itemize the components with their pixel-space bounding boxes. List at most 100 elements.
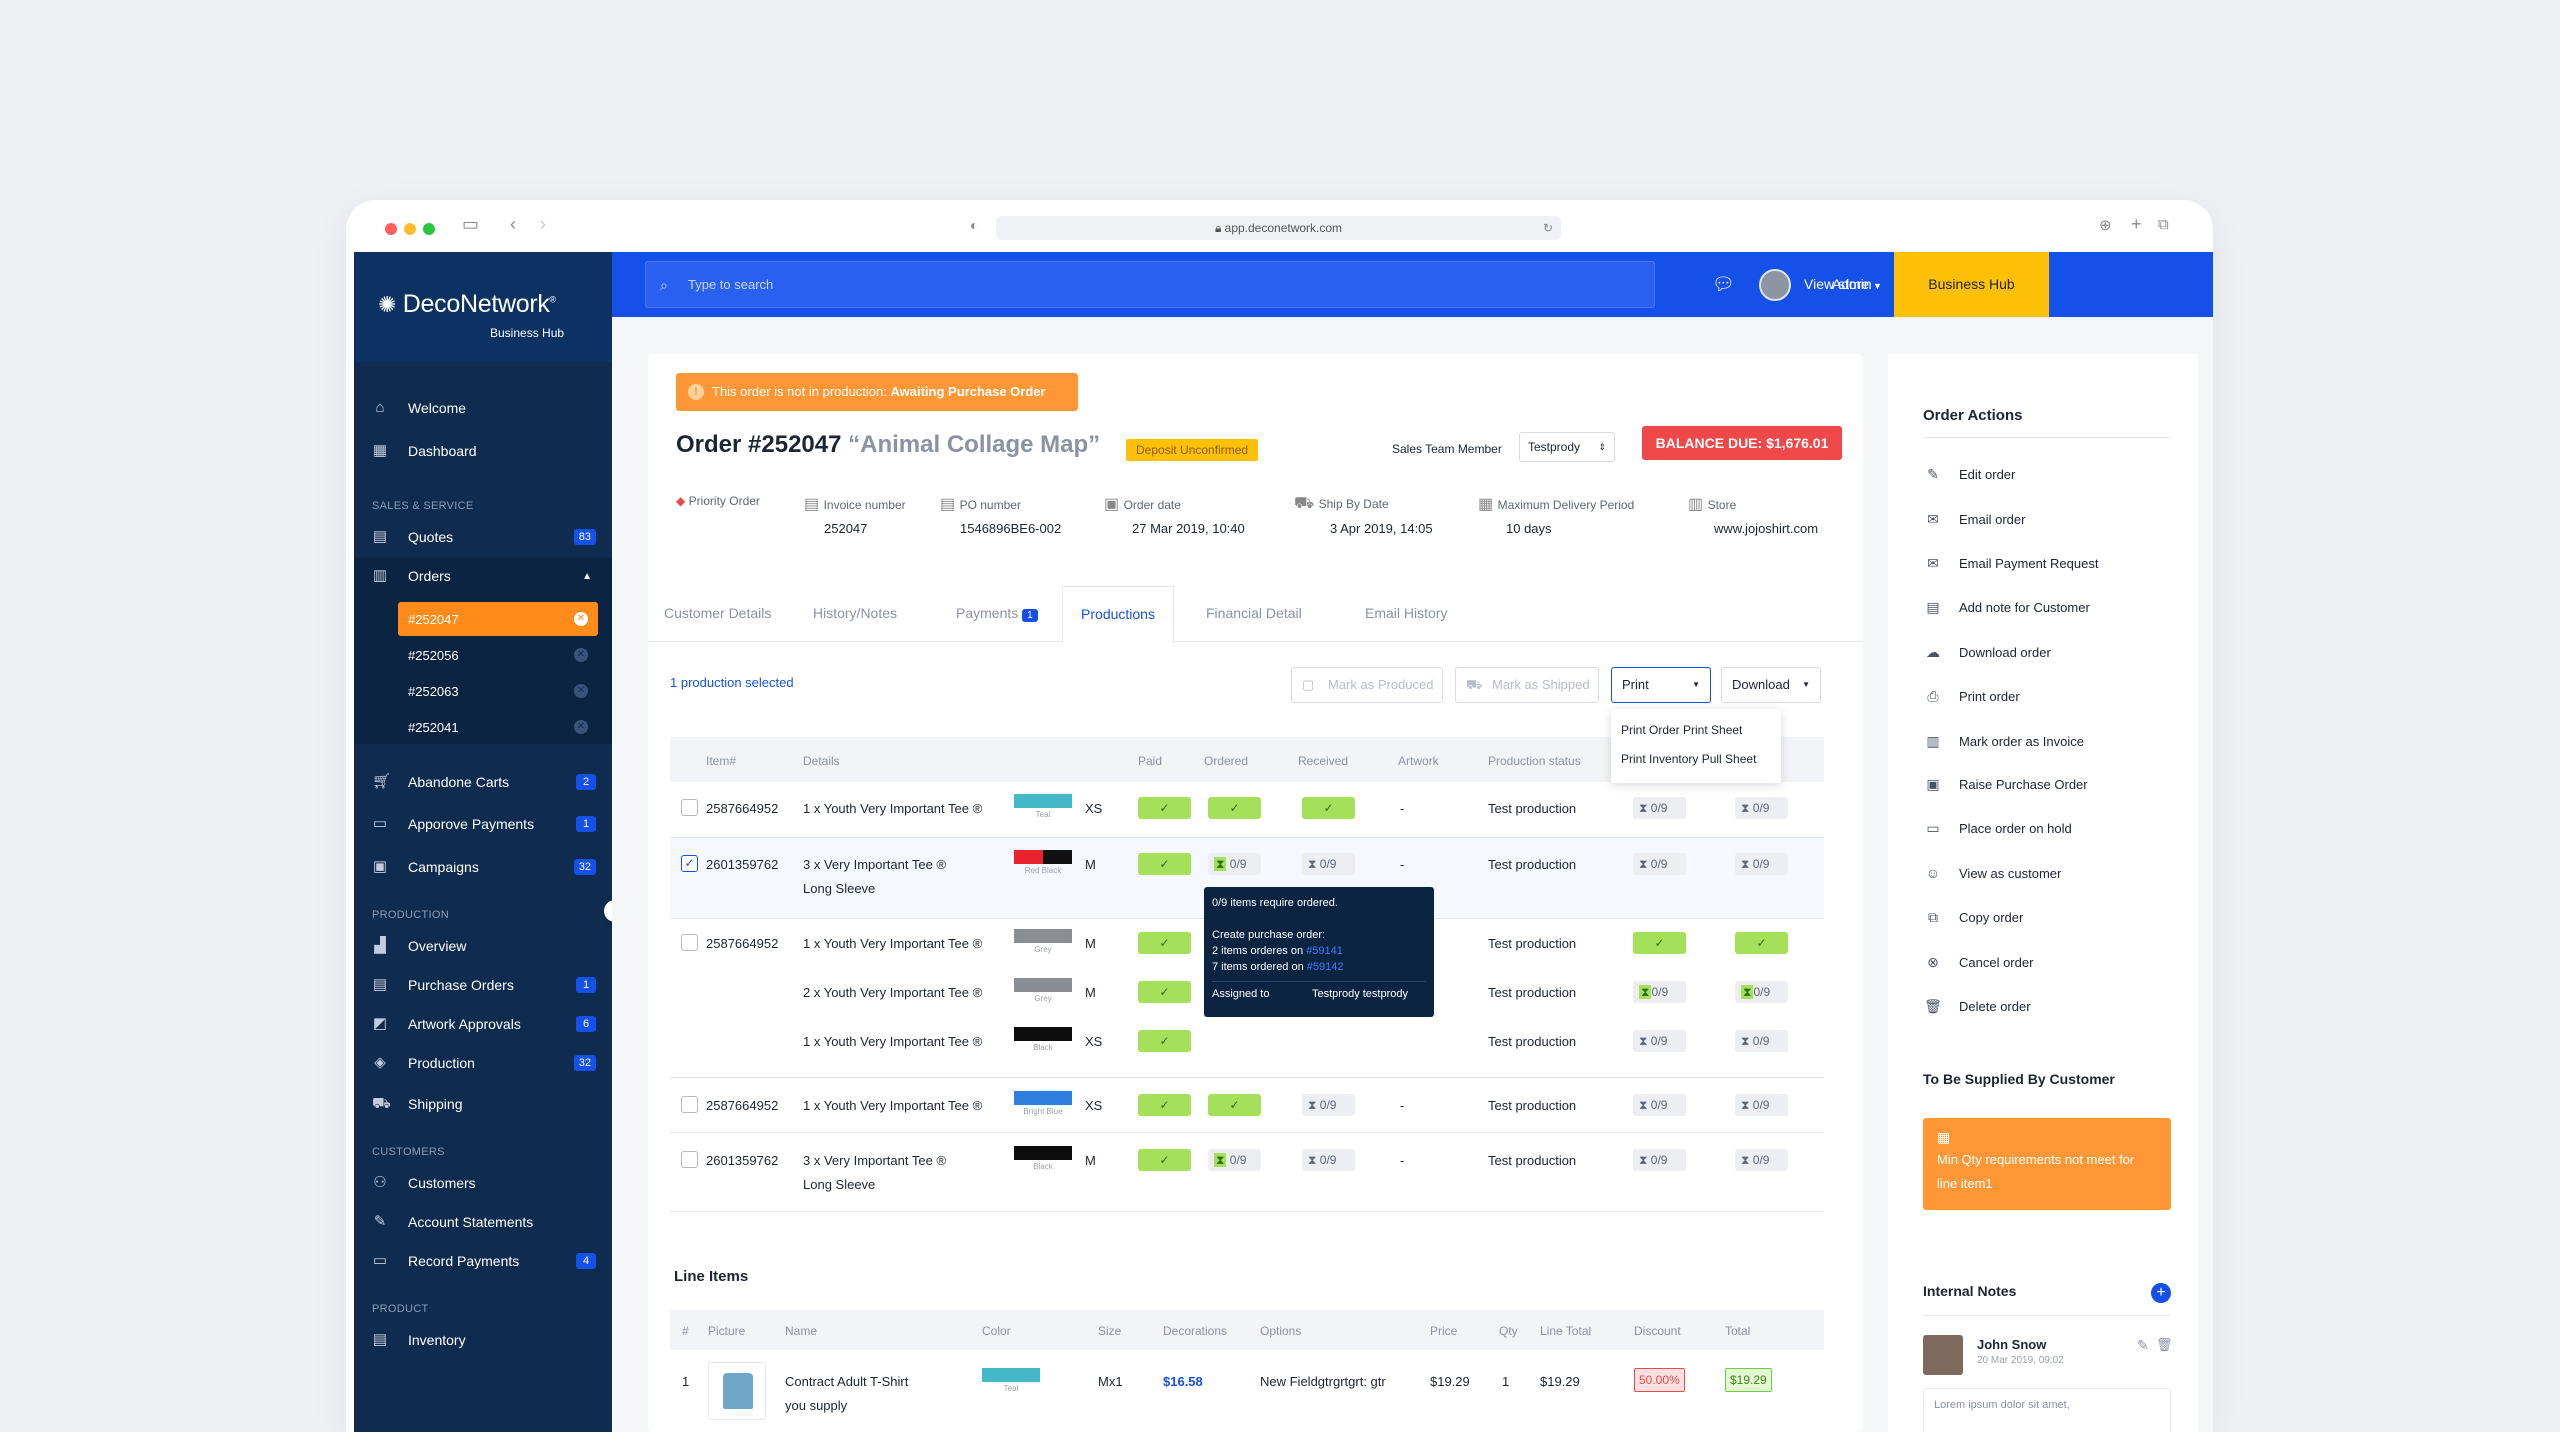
tab-email-history[interactable]: Email History bbox=[1365, 605, 1448, 621]
sidebar-item-customers[interactable]: ⚇ Customers bbox=[354, 1165, 612, 1201]
ordered-status[interactable]: ✓ bbox=[1208, 1094, 1261, 1116]
avatar[interactable] bbox=[1759, 269, 1791, 301]
sidebar-item-overview[interactable]: ▟ Overview bbox=[354, 928, 612, 964]
progress-pill[interactable]: ⧗ 0/9 bbox=[1735, 797, 1788, 819]
action-raise-po[interactable]: ▣ Raise Purchase Order bbox=[1923, 776, 2087, 793]
sidebar-item-abandoned[interactable]: 🛒︎ Abandone Carts 2 bbox=[354, 764, 612, 800]
product-picture[interactable] bbox=[708, 1362, 766, 1420]
tab-customer-details[interactable]: Customer Details bbox=[664, 605, 772, 621]
back-icon[interactable]: ‹ bbox=[510, 214, 516, 234]
received-progress[interactable]: ⧗ 0/9 bbox=[1302, 853, 1355, 875]
progress-pill[interactable]: ⧗ 0/9 bbox=[1735, 981, 1788, 1003]
tab-productions[interactable]: Productions bbox=[1062, 586, 1174, 643]
progress-pill[interactable]: ⧗ 0/9 bbox=[1735, 1030, 1788, 1052]
progress-complete[interactable]: ✓ bbox=[1633, 932, 1686, 954]
sales-select[interactable]: Testprody ⇕ bbox=[1519, 432, 1615, 462]
close-icon[interactable]: ✕ bbox=[574, 612, 588, 626]
forward-icon[interactable]: › bbox=[540, 214, 546, 234]
action-mark-invoice[interactable]: ▥ Mark order as Invoice bbox=[1923, 733, 2084, 750]
sidebar-item-campaigns[interactable]: ▣ Campaigns 32 bbox=[354, 849, 612, 885]
progress-pill[interactable]: ⧗ 0/9 bbox=[1735, 1094, 1788, 1116]
logo[interactable]: ✺ DecoNetwork® bbox=[378, 290, 556, 318]
mark-shipped-button[interactable]: ⛟ Mark as Shipped bbox=[1455, 667, 1599, 703]
action-email-order[interactable]: ✉ Email order bbox=[1923, 511, 2025, 528]
tab-financial-detail[interactable]: Financial Detail bbox=[1206, 605, 1302, 621]
progress-pill[interactable]: ⧗ 0/9 bbox=[1633, 981, 1686, 1003]
close-icon[interactable]: ✕ bbox=[574, 648, 588, 662]
sidebar-item-record-payments[interactable]: ▭ Record Payments 4 bbox=[354, 1243, 612, 1279]
ordered-status[interactable]: ✓ bbox=[1208, 797, 1261, 819]
print-menu-item[interactable]: Print Order Print Sheet bbox=[1621, 723, 1743, 737]
print-dropdown[interactable]: Print ▼ bbox=[1611, 667, 1711, 703]
business-hub-button[interactable]: Business Hub bbox=[1894, 252, 2049, 317]
sidebar-item-welcome[interactable]: ⌂ Welcome bbox=[354, 390, 612, 426]
pencil-icon[interactable]: ✎ bbox=[2137, 1337, 2149, 1353]
download-icon[interactable]: ⊕ bbox=[2099, 217, 2112, 234]
sidebar-order-252056[interactable]: #252056 ✕ bbox=[398, 638, 598, 672]
row-checkbox-checked[interactable]: ✓ bbox=[681, 855, 698, 872]
sidebar-item-approve[interactable]: ▭ Apporove Payments 1 bbox=[354, 806, 612, 842]
po-link[interactable]: #59142 bbox=[1306, 961, 1344, 973]
sidebar-item-purchase-orders[interactable]: ▤ Purchase Orders 1 bbox=[354, 967, 612, 1003]
received-progress[interactable]: ⧗ 0/9 bbox=[1302, 1149, 1355, 1171]
received-progress[interactable]: ⧗ 0/9 bbox=[1302, 1094, 1355, 1116]
sidebar-item-shipping[interactable]: ⛟ Shipping bbox=[354, 1086, 612, 1122]
maximize-dot[interactable] bbox=[423, 223, 435, 235]
product-name[interactable]: Contract Adult T-Shirt bbox=[785, 1374, 909, 1389]
tab-history-notes[interactable]: History/Notes bbox=[813, 605, 898, 621]
sidebar-item-artwork[interactable]: ◩ Artwork Approvals 6 bbox=[354, 1006, 612, 1042]
action-print-order[interactable]: ⎙ Print order bbox=[1923, 688, 2019, 705]
add-note-icon[interactable]: + bbox=[2151, 1283, 2171, 1303]
new-tab-icon[interactable]: + bbox=[2131, 214, 2142, 234]
action-view-customer[interactable]: ☺ View as customer bbox=[1923, 865, 2062, 881]
sidebar-order-252047[interactable]: #252047 ✕ bbox=[398, 602, 598, 636]
minimize-dot[interactable] bbox=[404, 223, 416, 235]
progress-complete[interactable]: ✓ bbox=[1735, 932, 1788, 954]
sidebar-item-orders[interactable]: ▥ Orders ▲ bbox=[354, 558, 612, 594]
action-add-note[interactable]: ▤ Add note for Customer bbox=[1923, 599, 2089, 616]
progress-pill[interactable]: ⧗ 0/9 bbox=[1633, 797, 1686, 819]
sidebar-item-statements[interactable]: ✎ Account Statements bbox=[354, 1204, 612, 1240]
sidebar-item-quotes[interactable]: ▤ Quotes 83 bbox=[354, 519, 612, 555]
action-delete-order[interactable]: 🗑︎ Delete order bbox=[1923, 998, 2030, 1015]
action-edit-order[interactable]: ✎ Edit order bbox=[1923, 466, 2015, 483]
action-download-order[interactable]: ☁ Download order bbox=[1923, 644, 2051, 661]
close-icon[interactable]: ✕ bbox=[574, 720, 588, 734]
print-menu-item[interactable]: Print Inventory Pull Sheet bbox=[1621, 752, 1757, 766]
po-link[interactable]: #59141 bbox=[1306, 945, 1343, 957]
progress-pill[interactable]: ⧗ 0/9 bbox=[1735, 1149, 1788, 1171]
action-email-payment[interactable]: ✉ Email Payment Request bbox=[1923, 555, 2098, 572]
admin-link[interactable]: Admin bbox=[1832, 252, 1872, 317]
progress-pill[interactable]: ⧗ 0/9 bbox=[1633, 1094, 1686, 1116]
progress-pill[interactable]: ⧗ 0/9 bbox=[1633, 853, 1686, 875]
trash-icon[interactable]: 🗑︎ bbox=[2156, 1337, 2173, 1352]
decorations-link[interactable]: $16.58 bbox=[1163, 1374, 1203, 1389]
row-checkbox[interactable] bbox=[681, 1096, 698, 1113]
reload-icon[interactable]: ↻ bbox=[1542, 221, 1553, 235]
progress-pill[interactable]: ⧗ 0/9 bbox=[1735, 853, 1788, 875]
sidebar-toggle-icon[interactable]: ▭ bbox=[462, 214, 480, 234]
sidebar-item-production[interactable]: ◈ Production 32 bbox=[354, 1045, 612, 1081]
search-input[interactable]: ⌕ Type to search bbox=[645, 261, 1655, 308]
ordered-progress[interactable]: ⧗ 0/9 bbox=[1208, 1149, 1261, 1171]
action-hold[interactable]: ▭ Place order on hold bbox=[1923, 820, 2071, 837]
tab-payments[interactable]: Payments 1 bbox=[956, 586, 1038, 641]
mark-produced-button[interactable]: ▢ Mark as Produced bbox=[1291, 667, 1443, 703]
balance-due[interactable]: BALANCE DUE: $1,676.01 bbox=[1642, 426, 1842, 460]
sidebar-item-inventory[interactable]: ▤ Inventory bbox=[354, 1322, 612, 1358]
sidebar-order-252041[interactable]: #252041 ✕ bbox=[398, 710, 598, 744]
sidebar-item-dashboard[interactable]: ▦ Dashboard bbox=[354, 433, 612, 469]
row-checkbox[interactable] bbox=[681, 799, 698, 816]
ordered-progress[interactable]: ⧗ 0/9 bbox=[1208, 853, 1261, 875]
progress-pill[interactable]: ⧗ 0/9 bbox=[1633, 1149, 1686, 1171]
action-cancel-order[interactable]: ⊗ Cancel order bbox=[1923, 954, 2033, 971]
download-dropdown[interactable]: Download ▼ bbox=[1721, 667, 1821, 703]
tabs-icon[interactable]: ⧉ bbox=[2158, 216, 2169, 233]
progress-pill[interactable]: ⧗ 0/9 bbox=[1633, 1030, 1686, 1052]
close-icon[interactable]: ✕ bbox=[574, 684, 588, 698]
received-status[interactable]: ✓ bbox=[1302, 797, 1355, 819]
close-dot[interactable] bbox=[385, 223, 397, 235]
chat-icon[interactable]: 💬︎ bbox=[1712, 274, 1735, 294]
row-checkbox[interactable] bbox=[681, 934, 698, 951]
sidebar-order-252063[interactable]: #252063 ✕ bbox=[398, 674, 598, 708]
